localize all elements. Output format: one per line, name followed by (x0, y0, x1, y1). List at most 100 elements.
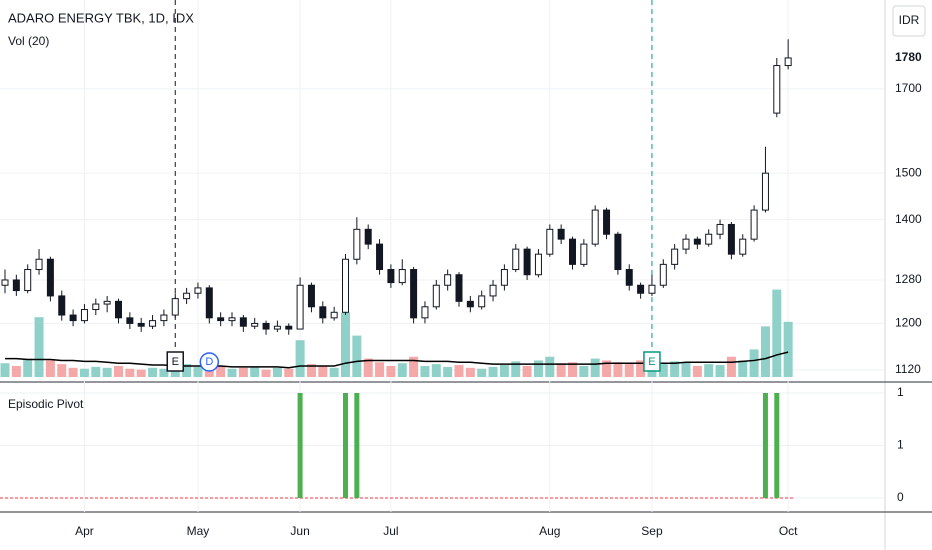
volume-bar (613, 362, 623, 377)
volume-bar (749, 349, 759, 377)
volume-bar (545, 356, 555, 377)
volume-bar (45, 360, 55, 377)
y-tick-label: 1120 (895, 362, 921, 376)
indicator-title: Episodic Pivot (8, 397, 84, 411)
candle-body (183, 292, 191, 300)
last-price-label: 1780 (895, 50, 922, 64)
x-tick-label: Jun (290, 524, 309, 538)
candle-body (398, 269, 406, 284)
candle-body (444, 274, 452, 286)
volume-bar (443, 366, 453, 377)
candle-body (761, 172, 769, 211)
y-tick-label: 1280 (895, 272, 922, 286)
candle-body (92, 303, 100, 311)
candle-body (319, 306, 327, 319)
volume-bar (704, 364, 714, 377)
candle-body (262, 322, 270, 330)
volume-bar (91, 366, 101, 377)
volume-bar (284, 368, 294, 377)
candle-body (228, 317, 236, 322)
candle-body (285, 325, 293, 330)
volume-bar (114, 365, 123, 377)
candle-body (217, 317, 225, 322)
candle-body (591, 209, 599, 245)
volume-bar (522, 365, 532, 377)
event-label: E (172, 356, 179, 368)
candle-body (534, 253, 542, 276)
candle-body (512, 248, 520, 271)
candle-body (659, 263, 667, 286)
event-marker (199, 352, 220, 372)
x-tick-label: Sep (641, 524, 663, 538)
candle-body (353, 228, 361, 260)
candle-body (727, 223, 735, 255)
candle-body (137, 322, 145, 327)
candle-body (205, 287, 213, 319)
volume-bar (136, 369, 146, 377)
y2-tick-label: 0 (897, 490, 904, 504)
candle-body (523, 248, 531, 276)
volume-bar (431, 364, 441, 377)
pivot-bar (774, 393, 780, 498)
candle-body (421, 306, 429, 319)
volume-bar (352, 335, 362, 377)
volume-bar (511, 361, 521, 377)
volume-bar (590, 358, 600, 377)
volume-bar (670, 361, 680, 377)
event-label: E (648, 356, 655, 368)
volume-bar (715, 365, 725, 377)
volume-bar (454, 365, 464, 377)
candle-body (296, 284, 304, 330)
candle-body (614, 233, 622, 271)
volume-bar (102, 367, 112, 377)
volume-bar (692, 365, 702, 377)
volume-bar (681, 362, 691, 377)
candle-body (410, 269, 418, 319)
volume-bar (397, 363, 407, 377)
volume-bar (306, 364, 316, 377)
candle-body (466, 300, 474, 308)
volume-bar (193, 366, 203, 377)
volume-bar (726, 356, 736, 377)
event-marker (166, 351, 184, 372)
candle-body (546, 228, 554, 255)
candle-body (739, 238, 747, 255)
volume-bar (250, 366, 260, 377)
event-label: D (205, 356, 213, 368)
volume-bar (488, 366, 498, 377)
candle-body (671, 248, 679, 265)
candle-body (455, 274, 463, 302)
volume-bar (182, 364, 192, 377)
candle-body (171, 298, 179, 316)
candle-body (784, 57, 792, 67)
candle-body (478, 295, 486, 308)
volume-bar (624, 364, 634, 377)
candle-body (160, 314, 168, 322)
x-tick-label: Apr (75, 524, 94, 538)
chart-title: ADARO ENERGY TBK, 1D, IDX (8, 10, 194, 25)
volume-bar (409, 356, 419, 377)
y-tick-label: 1400 (895, 212, 922, 226)
candle-body (24, 269, 32, 292)
volume-bar (760, 326, 770, 377)
candle-body (557, 228, 565, 240)
volume-bar (159, 368, 169, 377)
volume-bar (636, 360, 646, 377)
volume-bar (465, 367, 475, 377)
candle-body (773, 65, 781, 114)
volume-bar (386, 365, 396, 377)
volume-bar (11, 365, 21, 377)
candle-body (637, 284, 645, 294)
y-tick-label: 1500 (895, 165, 922, 179)
candle-body (716, 223, 724, 235)
candle-body (46, 258, 54, 297)
y-tick-label: 1700 (895, 81, 922, 95)
volume-bar (318, 365, 328, 377)
candle-body (376, 243, 384, 271)
candle-body (500, 269, 508, 286)
candle-body (103, 300, 111, 305)
x-tick-label: May (187, 524, 210, 538)
currency-button[interactable] (892, 5, 926, 37)
volume-bar (227, 368, 237, 377)
